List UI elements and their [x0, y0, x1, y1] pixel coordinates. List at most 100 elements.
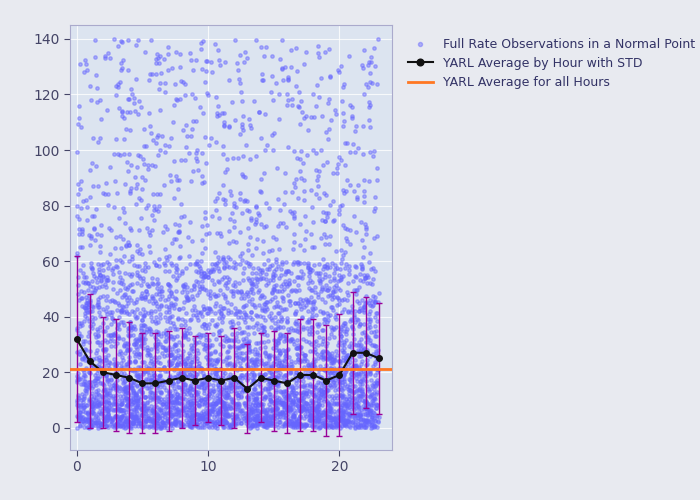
Full Rate Observations in a Normal Point: [78, 262, 89, 270]
Full Rate Observations in a Normal Point: [190, 154, 202, 162]
Full Rate Observations in a Normal Point: [246, 370, 257, 378]
Full Rate Observations in a Normal Point: [283, 143, 294, 151]
Full Rate Observations in a Normal Point: [116, 66, 127, 74]
Full Rate Observations in a Normal Point: [305, 412, 316, 420]
Full Rate Observations in a Normal Point: [131, 74, 142, 82]
Full Rate Observations in a Normal Point: [290, 368, 302, 376]
Full Rate Observations in a Normal Point: [90, 362, 101, 370]
Full Rate Observations in a Normal Point: [150, 342, 162, 350]
Full Rate Observations in a Normal Point: [213, 214, 224, 222]
Full Rate Observations in a Normal Point: [270, 397, 281, 405]
Full Rate Observations in a Normal Point: [356, 360, 367, 368]
Full Rate Observations in a Normal Point: [331, 420, 342, 428]
Full Rate Observations in a Normal Point: [177, 352, 188, 360]
Full Rate Observations in a Normal Point: [108, 360, 120, 368]
Full Rate Observations in a Normal Point: [147, 407, 158, 415]
Full Rate Observations in a Normal Point: [276, 306, 287, 314]
Full Rate Observations in a Normal Point: [87, 266, 98, 274]
Full Rate Observations in a Normal Point: [165, 178, 176, 186]
Full Rate Observations in a Normal Point: [96, 230, 107, 238]
Full Rate Observations in a Normal Point: [253, 378, 265, 386]
Full Rate Observations in a Normal Point: [268, 267, 279, 275]
Full Rate Observations in a Normal Point: [175, 358, 186, 366]
Full Rate Observations in a Normal Point: [122, 362, 133, 370]
Full Rate Observations in a Normal Point: [256, 400, 267, 408]
Full Rate Observations in a Normal Point: [97, 380, 108, 388]
Full Rate Observations in a Normal Point: [115, 414, 126, 422]
Full Rate Observations in a Normal Point: [319, 298, 330, 306]
Full Rate Observations in a Normal Point: [251, 362, 262, 370]
Full Rate Observations in a Normal Point: [364, 408, 375, 416]
Full Rate Observations in a Normal Point: [344, 388, 355, 396]
Full Rate Observations in a Normal Point: [294, 344, 305, 352]
Full Rate Observations in a Normal Point: [353, 399, 364, 407]
Full Rate Observations in a Normal Point: [196, 400, 207, 408]
Full Rate Observations in a Normal Point: [316, 287, 327, 295]
Full Rate Observations in a Normal Point: [182, 408, 193, 416]
Full Rate Observations in a Normal Point: [192, 290, 203, 298]
Full Rate Observations in a Normal Point: [216, 415, 227, 423]
Full Rate Observations in a Normal Point: [363, 367, 374, 375]
Full Rate Observations in a Normal Point: [336, 342, 347, 349]
Full Rate Observations in a Normal Point: [83, 230, 94, 238]
Full Rate Observations in a Normal Point: [318, 378, 329, 386]
Full Rate Observations in a Normal Point: [169, 419, 180, 427]
Full Rate Observations in a Normal Point: [114, 422, 125, 430]
Full Rate Observations in a Normal Point: [279, 372, 290, 380]
Full Rate Observations in a Normal Point: [139, 367, 150, 375]
Full Rate Observations in a Normal Point: [122, 397, 133, 405]
Full Rate Observations in a Normal Point: [130, 390, 141, 398]
Full Rate Observations in a Normal Point: [130, 339, 141, 347]
Full Rate Observations in a Normal Point: [354, 304, 365, 312]
Full Rate Observations in a Normal Point: [255, 344, 266, 352]
Full Rate Observations in a Normal Point: [270, 318, 281, 326]
Full Rate Observations in a Normal Point: [318, 420, 330, 428]
Full Rate Observations in a Normal Point: [337, 412, 348, 420]
Full Rate Observations in a Normal Point: [74, 416, 85, 424]
Full Rate Observations in a Normal Point: [324, 421, 335, 429]
Full Rate Observations in a Normal Point: [135, 374, 146, 382]
Full Rate Observations in a Normal Point: [78, 414, 89, 422]
Full Rate Observations in a Normal Point: [307, 347, 318, 355]
Full Rate Observations in a Normal Point: [253, 416, 264, 424]
Full Rate Observations in a Normal Point: [138, 366, 149, 374]
Full Rate Observations in a Normal Point: [318, 410, 329, 418]
Full Rate Observations in a Normal Point: [101, 356, 112, 364]
Full Rate Observations in a Normal Point: [75, 421, 86, 429]
Full Rate Observations in a Normal Point: [370, 381, 382, 389]
Full Rate Observations in a Normal Point: [230, 304, 241, 312]
Full Rate Observations in a Normal Point: [298, 114, 309, 122]
Full Rate Observations in a Normal Point: [312, 422, 323, 430]
Full Rate Observations in a Normal Point: [146, 279, 158, 287]
Full Rate Observations in a Normal Point: [293, 102, 304, 110]
Full Rate Observations in a Normal Point: [130, 366, 141, 374]
Full Rate Observations in a Normal Point: [127, 386, 139, 394]
Full Rate Observations in a Normal Point: [112, 42, 123, 50]
Full Rate Observations in a Normal Point: [357, 254, 368, 262]
Full Rate Observations in a Normal Point: [297, 349, 308, 357]
Full Rate Observations in a Normal Point: [85, 241, 96, 249]
Full Rate Observations in a Normal Point: [315, 74, 326, 82]
Full Rate Observations in a Normal Point: [103, 410, 114, 418]
Full Rate Observations in a Normal Point: [244, 121, 256, 129]
Full Rate Observations in a Normal Point: [142, 404, 153, 411]
Full Rate Observations in a Normal Point: [78, 403, 89, 411]
Full Rate Observations in a Normal Point: [281, 377, 292, 385]
Full Rate Observations in a Normal Point: [338, 420, 349, 428]
Full Rate Observations in a Normal Point: [212, 291, 223, 299]
Full Rate Observations in a Normal Point: [182, 335, 193, 343]
Full Rate Observations in a Normal Point: [277, 346, 288, 354]
Full Rate Observations in a Normal Point: [174, 418, 186, 426]
Full Rate Observations in a Normal Point: [267, 412, 278, 420]
Full Rate Observations in a Normal Point: [296, 406, 307, 414]
Full Rate Observations in a Normal Point: [286, 420, 297, 428]
Full Rate Observations in a Normal Point: [214, 306, 225, 314]
Full Rate Observations in a Normal Point: [306, 397, 317, 405]
Full Rate Observations in a Normal Point: [94, 419, 106, 427]
Full Rate Observations in a Normal Point: [297, 325, 308, 333]
Full Rate Observations in a Normal Point: [260, 110, 271, 118]
Full Rate Observations in a Normal Point: [335, 424, 346, 432]
Full Rate Observations in a Normal Point: [97, 357, 108, 365]
Full Rate Observations in a Normal Point: [290, 392, 301, 400]
Full Rate Observations in a Normal Point: [115, 78, 126, 86]
